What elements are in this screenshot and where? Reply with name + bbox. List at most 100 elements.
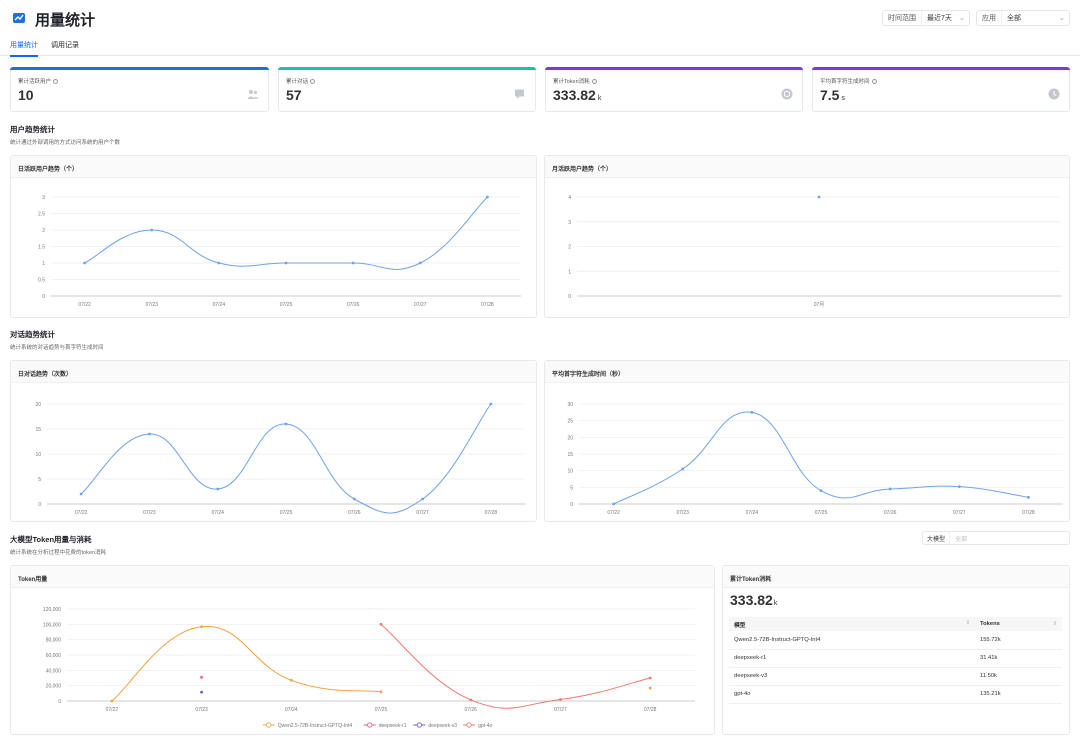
table-cell-tokens: 135.21k [974, 685, 1062, 704]
panel-header: Token用量 [11, 566, 714, 588]
token-usage-chart: 0 20,000 40,000 60,000 80,000 100,000 120,000 0… [43, 607, 695, 729]
data-point [486, 195, 489, 199]
sort-icon[interactable]: ⇕ [1052, 621, 1057, 627]
y-tick-label: 0 [38, 502, 41, 508]
app-label: 应用 [977, 11, 1002, 25]
y-tick-label: 3 [42, 195, 45, 201]
stat-value: 7.5 s [820, 87, 845, 103]
x-tick-label: 07月 [814, 302, 825, 308]
legend-marker [367, 722, 373, 728]
tab-call-records[interactable]: 调用记录 [51, 42, 79, 49]
y-tick-label: 100,000 [43, 622, 61, 628]
x-tick-label: 07/24 [746, 510, 759, 516]
page-title: 用量统计 [35, 12, 96, 29]
data-point [148, 432, 151, 436]
table-row: Qwen2.5-72B-Instruct-GPTQ-Int4 155.72k [729, 631, 1062, 650]
token-table: 模型 ⇕ Tokens ⇕ Qwen2.5-72B-Instruct-GPTQ-In… [729, 617, 1062, 704]
x-tick-label: 07/22 [106, 707, 119, 713]
stat-accent-bar [812, 67, 1070, 70]
stat-value: 10 [18, 87, 34, 103]
data-point [200, 690, 203, 694]
app-value: 全部 [1007, 15, 1021, 22]
x-tick-label: 07/24 [285, 707, 298, 713]
table-cell-model: deepseek-r1 [729, 649, 975, 668]
info-icon[interactable] [591, 79, 597, 85]
data-point [79, 492, 83, 496]
x-tick-label: 07/27 [554, 707, 567, 713]
stat-accent-bar [10, 67, 269, 70]
chevron-down-icon: ⌄ [959, 15, 965, 22]
table-row: gpt-4o 135.21k [729, 685, 1062, 704]
table-cell-model: gpt-4o [729, 685, 975, 704]
panel-header: 平均首字符生成时间（秒） [545, 361, 1069, 383]
section-subtitle-tokens: 统计系统在分析过程中花费的token消耗 [10, 550, 106, 556]
info-icon[interactable] [310, 79, 316, 85]
legend-marker [466, 722, 472, 728]
data-point [110, 699, 114, 703]
panel-header: 日对话趋势（次数） [11, 361, 536, 383]
series-line [111, 625, 382, 702]
x-tick-label: 07/25 [280, 510, 293, 516]
x-tick-label: 07/23 [143, 510, 156, 516]
data-point [888, 487, 892, 491]
panel-title: Token用量 [18, 577, 48, 583]
y-tick-label: 10 [35, 452, 41, 458]
column-header-model[interactable]: 模型 ⇕ [729, 617, 975, 631]
y-tick-label: 15 [35, 427, 41, 433]
y-tick-label: 20 [35, 402, 41, 408]
data-point [957, 485, 961, 489]
panel-header: 月活跃用户趋势（个） [545, 156, 1069, 178]
data-point [284, 422, 288, 426]
section-title-tokens: 大模型Token用量与消耗 [10, 535, 92, 544]
y-tick-label: 2 [568, 245, 571, 251]
section-title-dialog: 对话趋势统计 [10, 330, 55, 339]
y-tick-label: 2 [42, 228, 45, 234]
panel-first-char-time: 平均首字符生成时间（秒） 0 5 10 15 20 25 30 07/22 07/23 07/24… [544, 360, 1070, 522]
model-select[interactable]: 大模型 全部 [922, 531, 1070, 545]
data-point [819, 489, 823, 493]
data-point [379, 622, 383, 626]
y-tick-label: 10 [567, 469, 573, 475]
legend-label: deepseek-v3 [428, 723, 457, 729]
y-tick-label: 30 [567, 402, 573, 408]
info-icon[interactable] [53, 79, 59, 85]
column-header-tokens[interactable]: Tokens ⇕ [974, 617, 1062, 631]
app-select[interactable]: 应用 全部 ⌄ [976, 10, 1070, 26]
data-point [648, 676, 652, 680]
data-point [216, 487, 220, 491]
series-line [380, 623, 651, 709]
monthly-active-users-chart: 0 1 2 3 4 07月 [568, 195, 1061, 308]
y-tick-label: 40,000 [46, 668, 62, 674]
data-point [352, 497, 356, 501]
panel-title: 平均首字符生成时间（秒） [552, 372, 625, 378]
y-tick-label: 0 [58, 699, 61, 705]
panel-daily-dialogs: 日对话趋势（次数） 0 5 10 15 20 07/22 07/23 07/24 07/25 07… [10, 360, 537, 522]
first-char-time-chart: 0 5 10 15 20 25 30 07/22 07/23 07/24 07/25 07/26 07/… [567, 402, 1063, 516]
y-tick-label: 120,000 [43, 607, 61, 613]
data-point [217, 261, 221, 265]
y-tick-label: 3 [568, 220, 571, 226]
stat-label: 累计活跃用户 [18, 77, 59, 85]
data-point [469, 698, 473, 702]
y-tick-label: 20 [567, 435, 573, 441]
legend-label: deepseek-r1 [379, 723, 407, 729]
x-tick-label: 07/23 [195, 707, 208, 713]
time-range-select[interactable]: 时间范围 最近7天 ⌄ [882, 10, 970, 26]
data-point [200, 675, 203, 679]
data-point [150, 228, 154, 232]
table-header-row: 模型 ⇕ Tokens ⇕ [729, 617, 1062, 631]
y-tick-label: 5 [38, 477, 41, 483]
stat-card-token-usage: 累计Token消耗 333.82 k [545, 67, 803, 112]
x-tick-label: 07/26 [464, 707, 477, 713]
y-tick-label: 2.5 [38, 212, 45, 218]
chevron-down-icon: ⌄ [1059, 15, 1065, 22]
data-point [817, 195, 821, 199]
info-icon[interactable] [871, 79, 877, 85]
x-tick-label: 07/22 [607, 510, 620, 516]
tab-usage-stats[interactable]: 用量统计 [10, 40, 38, 57]
x-tick-label: 07/26 [347, 302, 360, 308]
sort-icon[interactable]: ⇕ [965, 619, 970, 626]
panel-header: 日活跃用户趋势（个） [11, 156, 536, 178]
x-tick-label: 07/23 [145, 302, 158, 308]
data-point [418, 261, 422, 265]
